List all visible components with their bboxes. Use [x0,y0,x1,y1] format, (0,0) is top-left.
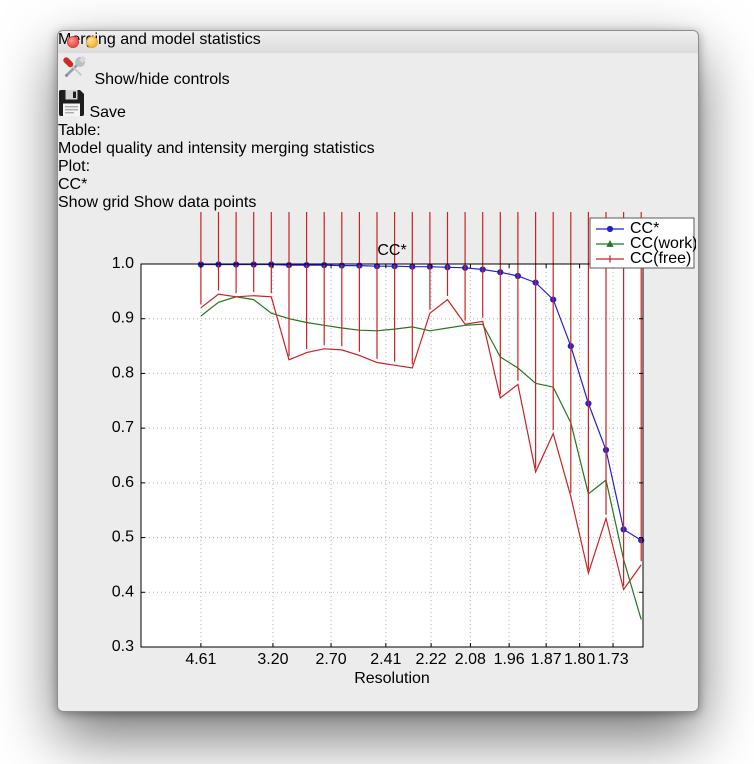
minimize-button[interactable] [86,36,98,48]
svg-text:CC(free): CC(free) [630,250,691,267]
svg-text:4.61: 4.61 [185,651,216,668]
app-window: Merging and model statistics [57,30,699,712]
traffic-lights [67,36,117,48]
titlebar[interactable]: Merging and model statistics [58,31,698,53]
show-data-points-option[interactable]: Show data points [134,194,257,211]
svg-text:0.3: 0.3 [112,638,134,655]
svg-text:2.08: 2.08 [455,651,486,668]
svg-text:Resolution: Resolution [354,670,430,687]
floppy-disk-icon [58,90,89,121]
svg-text:1.73: 1.73 [597,651,628,668]
svg-text:1.87: 1.87 [531,651,562,668]
controls-panel: Table: Model quality and intensity mergi… [58,122,698,212]
plot-dropdown-value: CC* [58,176,88,193]
save-label: Save [89,104,126,121]
svg-text:0.7: 0.7 [112,419,134,436]
svg-text:1.96: 1.96 [494,651,525,668]
window-title: Merging and model statistics [58,31,261,48]
table-dropdown-value: Model quality and intensity merging stat… [58,140,375,157]
plot-row: Plot: CC* [58,158,698,194]
svg-text:2.70: 2.70 [315,651,346,668]
show-data-points-label: Show data points [133,194,257,211]
svg-text:1.0: 1.0 [112,255,134,272]
show-grid-label: Show grid [58,194,130,211]
plot-dropdown[interactable]: CC* [58,176,698,194]
svg-text:0.6: 0.6 [112,474,134,491]
show-grid-option[interactable]: Show grid [58,194,134,211]
show-hide-controls-button[interactable]: Show/hide controls [58,53,698,89]
tools-icon [58,55,94,88]
zoom-button[interactable] [105,36,117,48]
save-button[interactable]: Save [58,89,698,122]
svg-text:0.8: 0.8 [112,364,134,381]
svg-text:CC*: CC* [630,220,659,237]
statistics-chart: 0.3 0.4 0.5 0.6 0.7 0.8 0.9 1.0 4.61 3.20 2.70 2.41… [112,212,698,687]
table-dropdown[interactable]: Model quality and intensity merging stat… [58,140,698,158]
table-label: Table: [58,122,101,139]
show-hide-controls-label: Show/hide controls [94,71,230,88]
plot-label: Plot: [58,158,91,175]
svg-text:3.20: 3.20 [257,651,288,668]
chart-area: 0.3 0.4 0.5 0.6 0.7 0.8 0.9 1.0 4.61 3.20 2.70 2.41… [58,212,698,698]
table-row: Table: Model quality and intensity mergi… [58,122,698,158]
checkbox-row: Show grid Show data points [58,194,698,212]
svg-text:CC(work): CC(work) [630,235,696,252]
svg-text:2.41: 2.41 [370,651,401,668]
svg-text:1.80: 1.80 [564,651,595,668]
svg-text:0.5: 0.5 [112,529,134,546]
toolbar: Show/hide controls Save [58,53,698,122]
svg-text:0.4: 0.4 [112,583,134,600]
svg-text:0.9: 0.9 [112,310,134,327]
svg-text:2.22: 2.22 [416,651,447,668]
close-button[interactable] [67,36,79,48]
svg-text:CC*: CC* [377,242,406,259]
